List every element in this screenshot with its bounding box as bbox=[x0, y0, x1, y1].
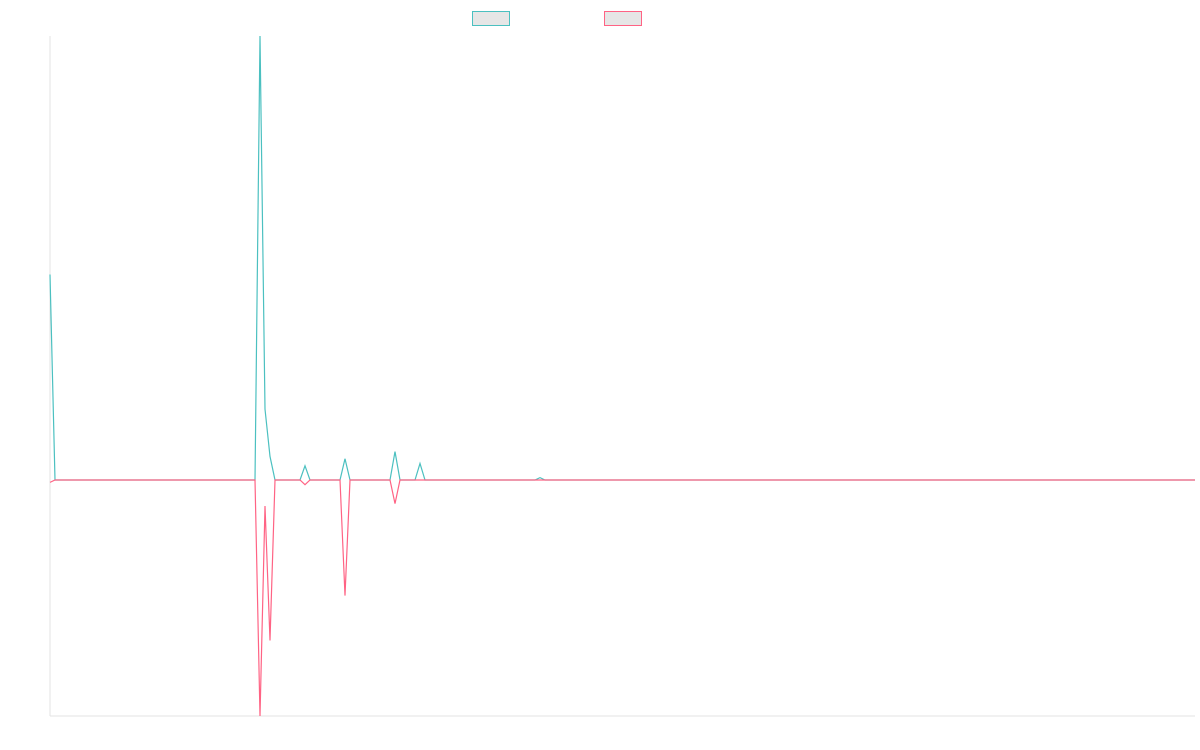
series-line-2 bbox=[49, 479, 1195, 717]
series-line-1 bbox=[49, 35, 1195, 481]
legend bbox=[0, 9, 1200, 27]
legend-item-series-1[interactable] bbox=[472, 9, 516, 27]
legend-swatch-series-2 bbox=[604, 10, 642, 26]
legend-swatch-series-1 bbox=[472, 10, 510, 26]
legend-item-series-2[interactable] bbox=[604, 9, 648, 27]
